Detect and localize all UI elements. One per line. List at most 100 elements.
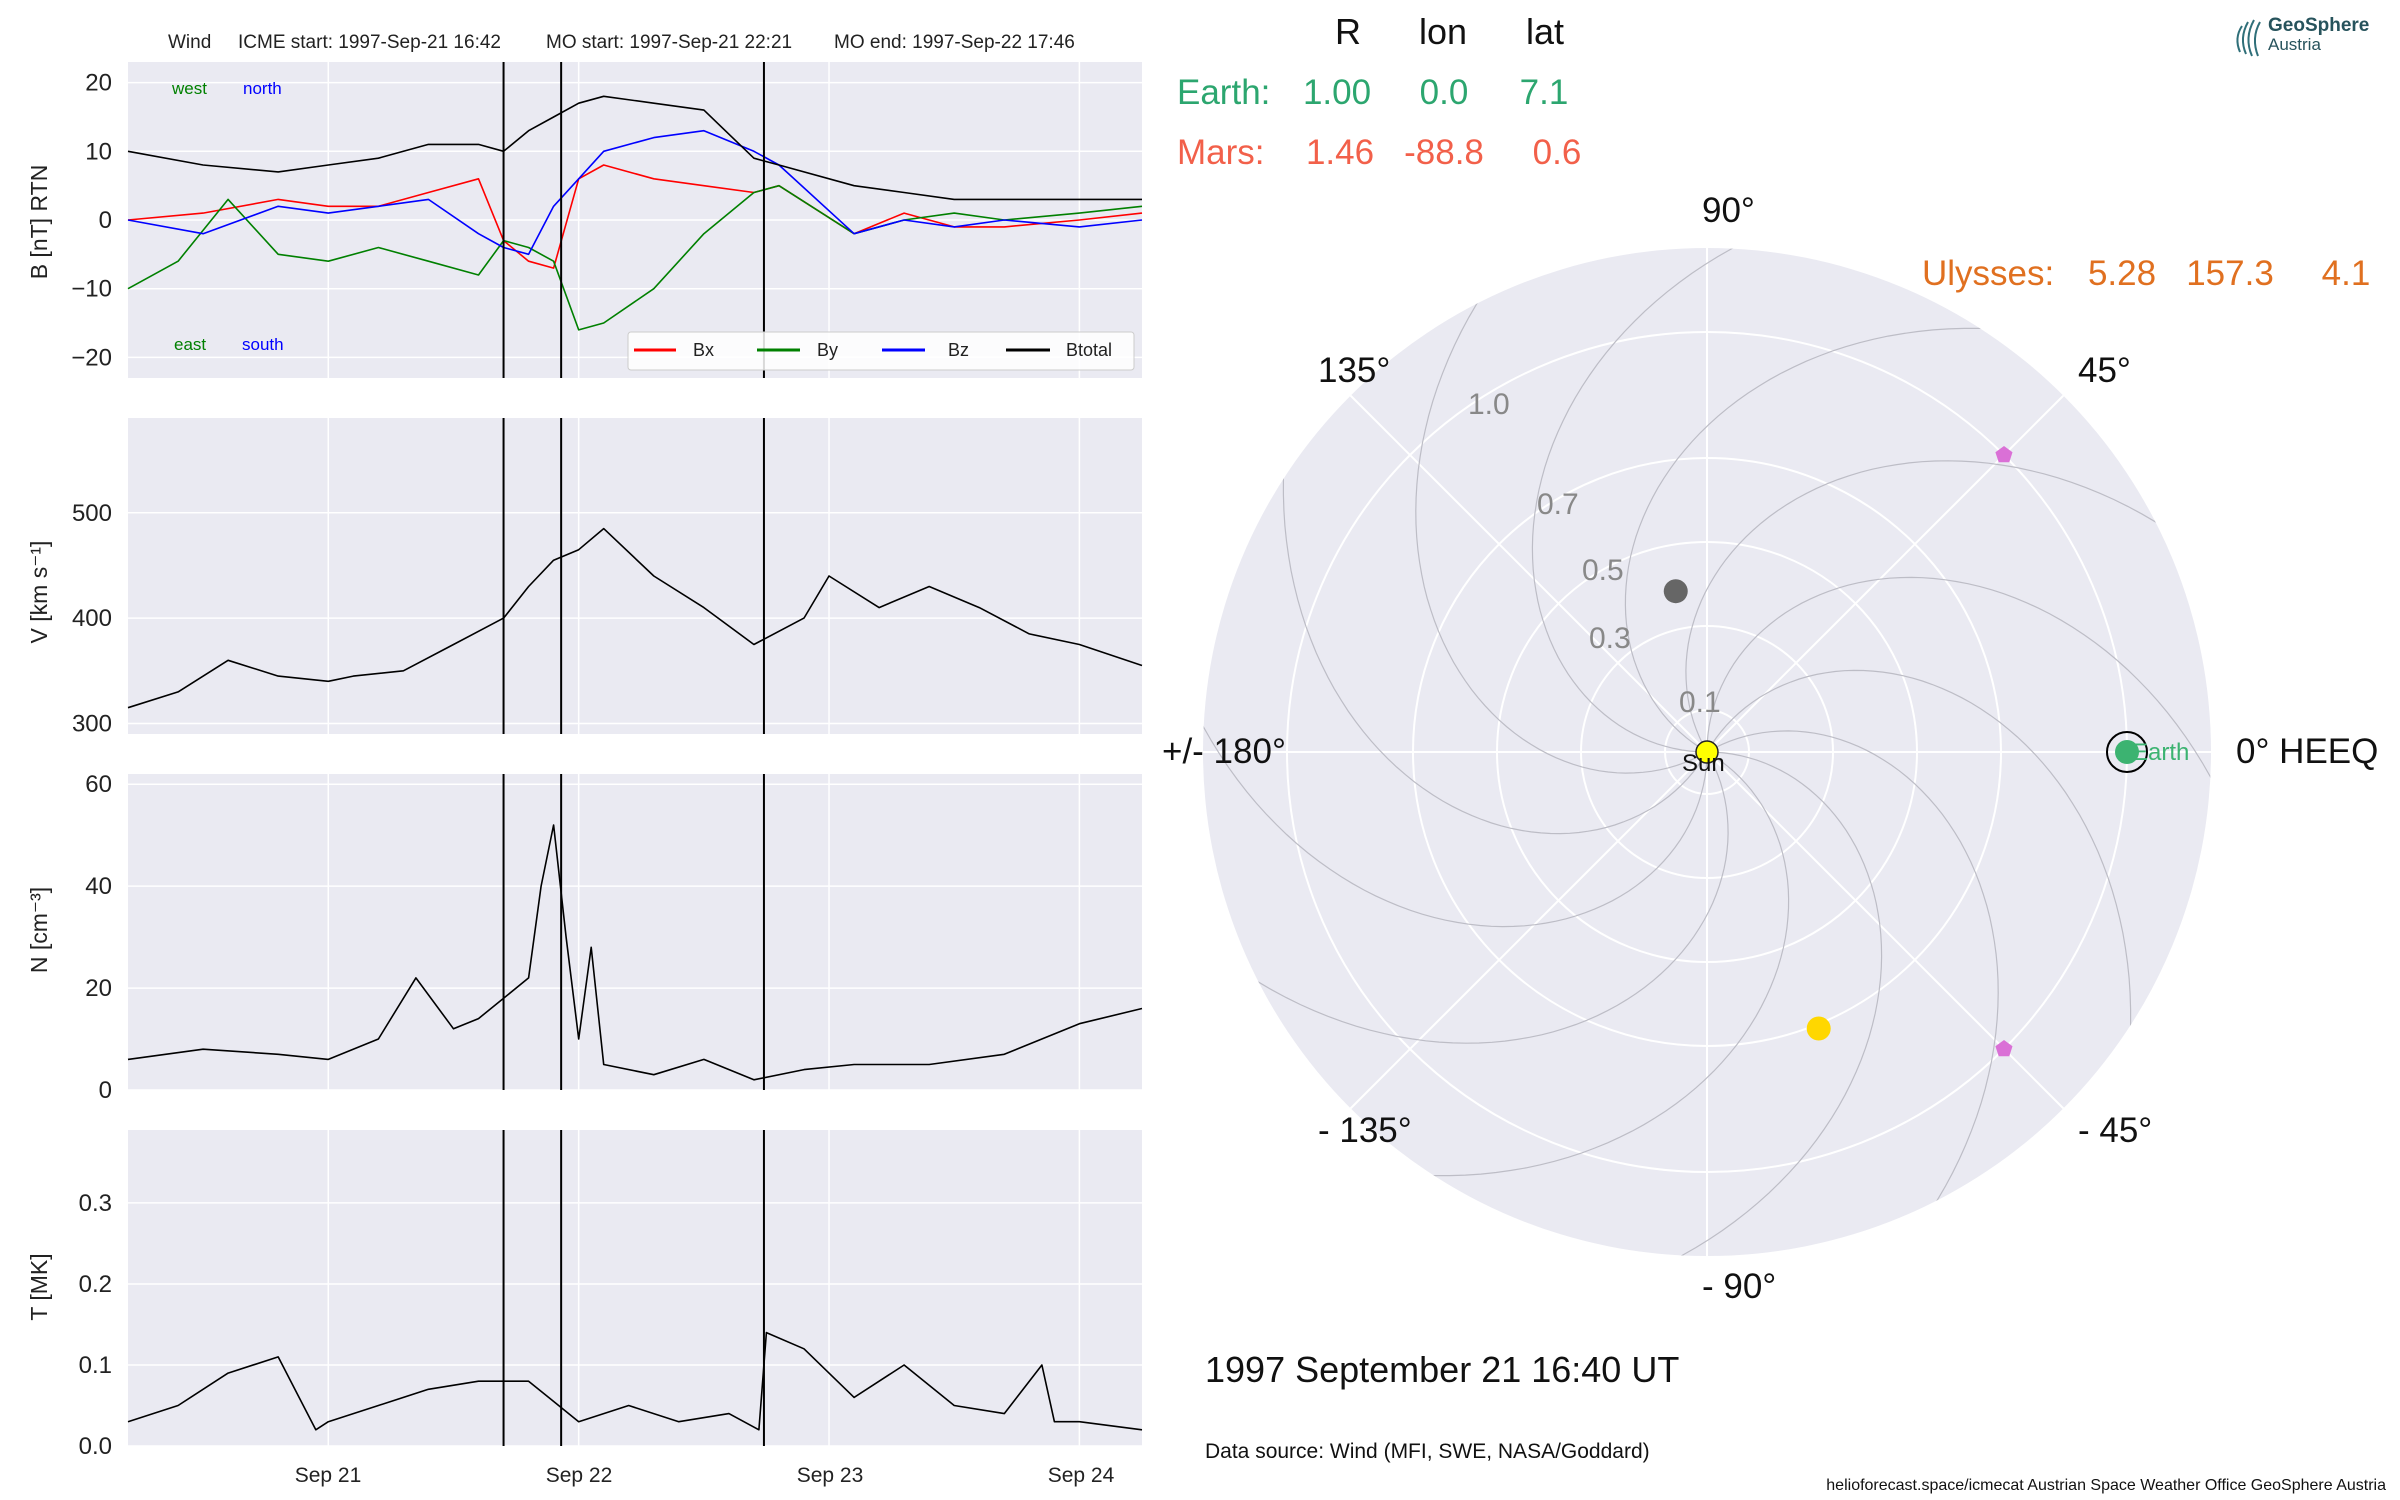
earth-ring (2106, 731, 2148, 773)
geosphere-logo-icon (2236, 19, 2261, 57)
sun-marker (1695, 740, 1719, 764)
panel-3: 0.0 0.1 0.2 0.3 (79, 1130, 1143, 1460)
series-line-t (127, 1331, 1143, 1431)
mars-row-r: 1.46 (1306, 133, 1374, 172)
y-tick-label: −20 (71, 344, 112, 371)
panel-1: 300 400 500 (72, 418, 1143, 737)
earth-marker (2115, 740, 2139, 764)
parker-spiral-line (1203, 667, 1708, 928)
legend-by: By (817, 340, 838, 360)
mars-row-lon: -88.8 (1404, 133, 1484, 172)
angle-label-m90: - 90° (1702, 1267, 1776, 1306)
annotation-north: north (243, 79, 282, 98)
ulysses-row-r: 5.28 (2088, 254, 2156, 293)
panel-2: 0 20 40 60 (85, 771, 1143, 1104)
parker-spiral-line (1204, 759, 1729, 1044)
xtick-sep23: Sep 23 (797, 1464, 864, 1487)
series-line-v (127, 527, 1143, 709)
panel-background (128, 1130, 1142, 1446)
pentagon-marker-stereo-b (1995, 1040, 2013, 1057)
y-tick-label: 20 (85, 975, 112, 1002)
header-mo-end: MO end: 1997-Sep-22 17:46 (834, 32, 1075, 53)
earth-row-label: Earth: (1177, 73, 1270, 112)
y-tick-label: 0 (99, 1077, 112, 1104)
y-tick-label: 300 (72, 710, 112, 737)
angular-gridline (1349, 751, 1708, 1110)
parker-spiral-line (1282, 413, 1704, 835)
y-tick-label: 500 (72, 500, 112, 527)
b-legend: Bx By Bz Btotal (627, 331, 1135, 371)
logo-brand: GeoSphere (2268, 15, 2370, 36)
geosphere-logo: GeoSphere Austria (2268, 16, 2369, 54)
ylabel-n: N [cm⁻³] (26, 887, 52, 973)
radius-label-1.0: 1.0 (1468, 388, 1510, 421)
table-header-r: R (1335, 11, 1361, 52)
parker-spiral-line (1624, 327, 2046, 749)
y-tick-label: 10 (85, 138, 112, 165)
xtick-sep22: Sep 22 (546, 1464, 613, 1487)
mars-row-lat: 0.6 (1533, 133, 1582, 172)
angle-label-45: 45° (2078, 351, 2131, 390)
parker-spiral-line (1706, 576, 2211, 837)
footer-credits: helioforecast.space/icmecat Austrian Spa… (1826, 1477, 2386, 1494)
parker-spiral-line (1368, 755, 1790, 1177)
radius-label-0.5: 0.5 (1582, 554, 1624, 587)
panel-background (128, 774, 1142, 1090)
earth-row-lat: 7.1 (1520, 73, 1569, 112)
parker-spiral-line (1685, 460, 2210, 745)
earth-row-r: 1.00 (1303, 73, 1371, 112)
y-tick-label: 0.2 (79, 1271, 112, 1298)
data-source: Data source: Wind (MFI, SWE, NASA/Goddar… (1205, 1440, 1650, 1463)
angle-label-90: 90° (1702, 191, 1755, 230)
planet-marker-mercury (1663, 579, 1688, 604)
earth-marker-label: Earth (2132, 739, 2189, 766)
earth-row-lon: 0.0 (1420, 73, 1469, 112)
y-tick-label: 20 (85, 70, 112, 97)
angular-gridline (1349, 394, 1708, 753)
legend-bz: Bz (948, 340, 969, 360)
angle-label-m45: - 45° (2078, 1111, 2152, 1150)
series-line-bz (127, 129, 1143, 256)
parker-spiral-line (1714, 730, 1999, 1255)
time-label: 1997 September 21 16:40 UT (1205, 1349, 1679, 1390)
ylabel-t: T [MK] (26, 1253, 52, 1320)
timeseries-panels: −20 −10 0 10 20 300 400 500 0 20 40 60 0.0 0.1 0.2 0.3 (71, 62, 1143, 1460)
header-icme-start: ICME start: 1997-Sep-21 16:42 (238, 32, 501, 53)
annotation-east: east (174, 335, 206, 354)
table-header-lon: lon (1419, 11, 1467, 52)
y-tick-label: 400 (72, 605, 112, 632)
y-tick-label: 0.3 (79, 1190, 112, 1217)
y-tick-label: 0.1 (79, 1352, 112, 1379)
legend-bx: Bx (693, 340, 714, 360)
angle-label-m135: - 135° (1318, 1111, 1412, 1150)
parker-spiral-line (1710, 669, 2132, 1091)
parker-spiral-line (1622, 751, 1883, 1256)
series-line-btotal (127, 95, 1142, 201)
series-line-bx (127, 164, 1143, 269)
panel-0: −20 −10 0 10 20 (71, 62, 1143, 378)
pentagon-marker-stereo-a (1995, 446, 2013, 463)
y-tick-label: 60 (85, 771, 112, 798)
y-tick-label: 40 (85, 873, 112, 900)
legend-btotal: Btotal (1066, 340, 1112, 360)
annotation-west: west (171, 79, 207, 98)
y-tick-label: 0 (99, 207, 112, 234)
angle-label-180: +/- 180° (1162, 732, 1286, 771)
planet-marker-venus (1806, 1016, 1831, 1041)
xtick-sep21: Sep 21 (295, 1464, 362, 1487)
series-line-by (127, 184, 1143, 331)
table-header-lat: lat (1526, 11, 1564, 52)
header-mo-start: MO start: 1997-Sep-21 22:21 (546, 32, 792, 53)
series-line-n (127, 824, 1143, 1081)
panel-background (128, 418, 1142, 734)
xtick-sep24: Sep 24 (1048, 1464, 1115, 1487)
parker-spiral-line (1415, 249, 1700, 774)
ulysses-row-lon: 157.3 (2186, 254, 2274, 293)
sun-label: Sun (1682, 750, 1725, 777)
logo-sub: Austria (2268, 34, 2321, 54)
angle-label-135: 135° (1318, 351, 1390, 390)
parker-spiral-line (1531, 248, 1792, 753)
mars-row-label: Mars: (1177, 133, 1265, 172)
parker-spirals (1203, 248, 2211, 1256)
